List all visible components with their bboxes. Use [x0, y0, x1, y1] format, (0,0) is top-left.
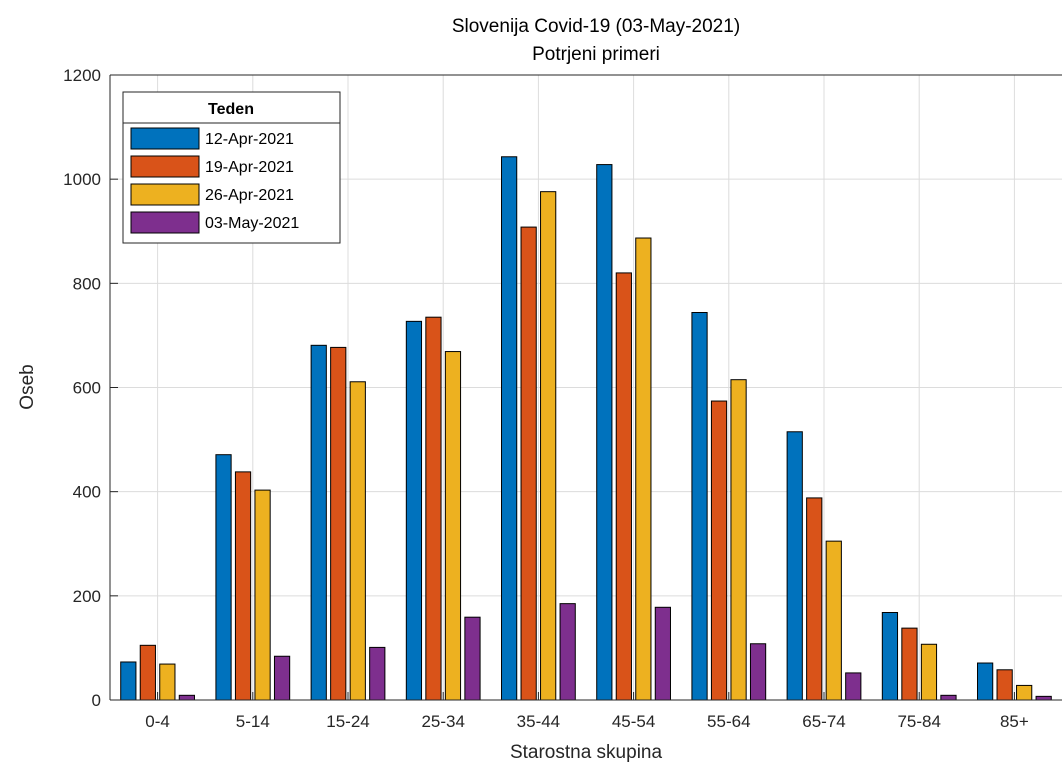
- legend: Teden 12-Apr-2021 19-Apr-2021 26-Apr-2021 0…: [122, 91, 341, 244]
- bar: [710, 400, 728, 701]
- legend-swatch: [130, 211, 200, 234]
- legend-swatch: [130, 183, 200, 206]
- bar: [996, 669, 1013, 701]
- legend-swatch: [130, 155, 200, 178]
- y-tick-label: 400: [73, 483, 101, 502]
- x-tick-label: 85+: [1000, 712, 1029, 731]
- bar: [806, 497, 823, 701]
- bar: [1035, 695, 1052, 701]
- bar: [940, 694, 957, 701]
- x-tick-label: 75-84: [897, 712, 940, 731]
- chart-subtitle: Potrjeni primeri: [532, 44, 660, 65]
- bar: [254, 489, 271, 701]
- legend-label: 12-Apr-2021: [205, 131, 294, 148]
- bar: [405, 320, 423, 701]
- legend-label: 19-Apr-2021: [205, 159, 294, 176]
- y-tick-label: 200: [73, 587, 101, 606]
- x-tick-label: 15-24: [326, 712, 369, 731]
- bar: [273, 655, 291, 701]
- x-tick-label: 5-14: [236, 712, 270, 731]
- axes: 0 200 400 600 800 1000 1200 0-4 5-14 15-24 25-34 35…: [63, 66, 1062, 731]
- bar: [654, 606, 671, 701]
- bar: [559, 603, 576, 701]
- bar: [444, 351, 462, 701]
- legend-swatch: [130, 127, 200, 150]
- x-axis-label: Starostna skupina: [510, 742, 663, 763]
- bar: [901, 627, 918, 701]
- bar-group: [120, 156, 1052, 701]
- bar: [178, 694, 195, 701]
- bar: [920, 643, 938, 701]
- bar: [845, 672, 862, 701]
- bar: [977, 662, 994, 701]
- bar: [425, 316, 442, 701]
- bar: [615, 272, 632, 701]
- legend-label: 03-May-2021: [205, 215, 299, 232]
- bar: [464, 616, 481, 701]
- bar: [349, 381, 366, 701]
- bar: [501, 156, 518, 701]
- bar: [234, 471, 252, 701]
- bar: [881, 612, 899, 701]
- y-tick-label: 1000: [63, 170, 101, 189]
- bar: [825, 540, 842, 701]
- bar: [540, 191, 557, 701]
- x-tick-label: 55-64: [707, 712, 750, 731]
- bar: [786, 431, 803, 701]
- chart-title: Slovenija Covid-19 (03-May-2021): [452, 16, 740, 37]
- bar: [120, 661, 137, 701]
- bar: [596, 164, 613, 701]
- bar: [139, 644, 156, 701]
- x-tick-label: 25-34: [421, 712, 464, 731]
- bar: [330, 346, 347, 701]
- bar: [691, 312, 708, 701]
- bar: [635, 237, 652, 701]
- bar: [310, 344, 327, 701]
- bar: [369, 646, 386, 701]
- legend-items: 12-Apr-2021 19-Apr-2021 26-Apr-2021 03-May-…: [130, 127, 299, 234]
- bar: [159, 663, 176, 701]
- bar: [215, 454, 232, 701]
- y-tick-label: 1200: [63, 66, 101, 85]
- y-axis-label: Oseb: [17, 364, 38, 409]
- bar: [1016, 684, 1033, 701]
- legend-title: Teden: [208, 101, 254, 118]
- x-tick-label: 0-4: [145, 712, 170, 731]
- x-tick-label: 35-44: [517, 712, 560, 731]
- bar: [730, 379, 747, 701]
- x-tick-label: 45-54: [612, 712, 655, 731]
- y-tick-label: 800: [73, 274, 101, 293]
- y-tick-label: 600: [73, 379, 101, 398]
- x-tick-label: 65-74: [802, 712, 845, 731]
- bar: [749, 643, 767, 701]
- bar: [520, 226, 537, 701]
- legend-label: 26-Apr-2021: [205, 187, 294, 204]
- y-tick-label: 0: [92, 691, 101, 710]
